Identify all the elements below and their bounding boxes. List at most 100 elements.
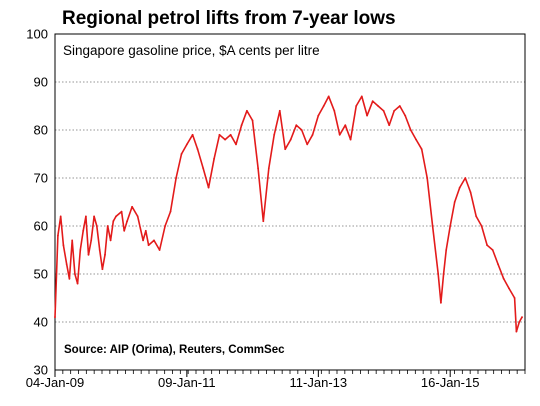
data-point — [191, 133, 194, 136]
data-point — [409, 129, 412, 131]
data-point — [251, 119, 254, 122]
data-point — [464, 177, 467, 179]
data-point — [59, 215, 62, 218]
data-point — [229, 133, 232, 136]
data-point — [273, 133, 276, 136]
data-point — [120, 210, 123, 213]
data-point — [431, 225, 434, 227]
data-point — [486, 244, 488, 247]
data-point — [123, 229, 126, 232]
x-tick-label: 16-Jan-15 — [421, 375, 480, 390]
data-point — [95, 225, 98, 227]
data-point — [355, 105, 358, 107]
data-point — [131, 205, 134, 208]
data-point — [388, 124, 391, 127]
data-point — [180, 153, 183, 155]
data-point — [62, 244, 65, 247]
data-point — [513, 297, 516, 299]
data-points — [54, 95, 523, 333]
data-point — [338, 133, 341, 136]
y-axis-ticks: 30 40 50 60 70 80 90 100 — [26, 27, 48, 378]
data-point — [382, 109, 385, 112]
data-point — [300, 129, 303, 131]
data-point — [393, 109, 396, 112]
data-point — [311, 133, 314, 136]
data-point — [218, 133, 221, 136]
data-point — [267, 167, 270, 170]
y-tick-label: 30 — [34, 363, 48, 378]
data-point — [136, 215, 139, 218]
data-point — [366, 114, 368, 117]
plot-frame — [54, 33, 526, 371]
data-point — [262, 220, 265, 223]
data-point — [164, 225, 167, 227]
data-point — [306, 143, 309, 146]
data-point — [445, 249, 448, 251]
data-point — [371, 100, 374, 103]
data-point — [295, 124, 298, 127]
data-point — [76, 282, 79, 285]
data-point — [224, 138, 227, 141]
data-point — [502, 277, 505, 280]
data-point — [442, 273, 445, 275]
x-tick-label: 04-Jan-09 — [26, 375, 85, 390]
x-axis-ticks: 04-Jan-09 09-Jan-11 11-Jan-13 16-Jan-15 — [26, 370, 526, 390]
data-point — [437, 273, 440, 275]
data-point — [426, 177, 429, 179]
data-point — [240, 124, 243, 127]
y-tick-label: 50 — [34, 267, 48, 282]
data-point — [90, 239, 93, 242]
data-point — [449, 225, 452, 227]
data-point — [333, 109, 336, 112]
data-point — [327, 95, 330, 98]
y-tick-label: 40 — [34, 315, 48, 330]
data-point — [54, 316, 56, 319]
data-point — [186, 143, 188, 146]
data-point — [491, 249, 494, 251]
data-point — [147, 244, 150, 247]
data-point — [115, 215, 117, 218]
chart-subtitle: Singapore gasoline price, $A cents per l… — [63, 43, 320, 58]
data-point — [289, 138, 292, 141]
data-point — [169, 210, 172, 213]
data-point — [104, 253, 106, 256]
data-point — [404, 114, 407, 117]
data-point — [85, 215, 87, 218]
data-point — [284, 148, 287, 151]
y-tick-label: 90 — [34, 75, 48, 90]
source-note: Source: AIP (Orima), Reuters, CommSec — [64, 344, 285, 356]
y-tick-label: 100 — [26, 27, 48, 42]
data-point — [246, 109, 248, 112]
data-point — [106, 225, 109, 227]
data-point — [213, 157, 216, 160]
data-point — [377, 105, 379, 107]
data-point — [112, 220, 115, 223]
data-point — [109, 239, 112, 242]
data-point — [93, 215, 95, 218]
chart-title: Regional petrol lifts from 7-year lows — [62, 8, 396, 29]
y-tick-label: 80 — [34, 123, 48, 138]
data-point — [153, 239, 155, 242]
data-point — [207, 186, 210, 189]
data-point — [278, 109, 281, 112]
data-point — [82, 229, 85, 232]
data-point — [497, 263, 499, 266]
data-point — [257, 167, 259, 170]
data-point — [349, 138, 352, 141]
data-point — [126, 220, 128, 223]
data-point — [508, 287, 510, 290]
x-tick-label: 09-Jan-11 — [158, 375, 216, 390]
data-point — [57, 234, 59, 237]
data-point — [360, 95, 363, 98]
data-point — [101, 268, 104, 271]
data-point — [74, 273, 76, 275]
data-point — [440, 301, 442, 304]
data-point — [521, 316, 523, 319]
y-tick-label: 60 — [34, 219, 48, 234]
series-line — [54, 95, 523, 333]
data-point — [458, 186, 461, 189]
data-point — [71, 239, 74, 242]
data-point — [65, 263, 68, 266]
data-point — [68, 277, 71, 280]
